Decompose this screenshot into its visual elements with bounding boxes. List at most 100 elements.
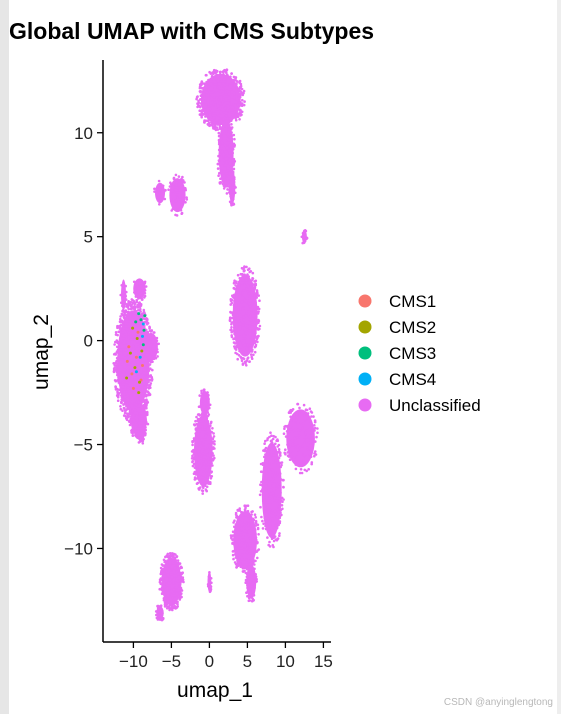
point-unclassified <box>221 92 225 96</box>
point-unclassified <box>243 343 247 347</box>
point-unclassified <box>148 351 151 354</box>
point-unclassified <box>174 564 177 568</box>
point-unclassified <box>174 581 178 584</box>
point-unclassified <box>207 103 210 106</box>
point-unclassified <box>203 462 206 466</box>
point-unclassified <box>177 577 181 580</box>
point-unclassified <box>266 501 269 504</box>
point-unclassified <box>168 552 172 555</box>
point-unclassified <box>167 600 171 604</box>
point-unclassified <box>192 448 195 452</box>
point-unclassified <box>242 523 246 526</box>
point-unclassified <box>199 430 202 433</box>
point-unclassified <box>249 562 253 566</box>
point-unclassified <box>286 424 289 428</box>
point-unclassified <box>172 592 176 595</box>
point-unclassified <box>195 448 198 452</box>
point-unclassified <box>116 357 119 360</box>
point-unclassified <box>129 300 133 304</box>
point-unclassified <box>176 188 179 192</box>
point-unclassified <box>255 322 258 326</box>
point-unclassified <box>230 80 234 83</box>
point-unclassified <box>164 559 167 563</box>
point-unclassified <box>206 405 210 408</box>
point-unclassified <box>114 331 118 334</box>
point-unclassified <box>174 553 177 556</box>
point-unclassified <box>132 299 135 303</box>
point-unclassified <box>243 100 246 103</box>
point-unclassified <box>248 326 251 330</box>
point-cms4 <box>141 322 145 326</box>
point-unclassified <box>167 582 170 585</box>
point-unclassified <box>230 169 234 172</box>
point-unclassified <box>158 193 161 197</box>
point-unclassified <box>253 550 257 554</box>
point-unclassified <box>214 72 217 75</box>
point-unclassified <box>255 577 258 581</box>
point-unclassified <box>277 510 281 514</box>
point-unclassified <box>292 416 296 420</box>
point-unclassified <box>208 468 211 472</box>
point-unclassified <box>194 444 198 448</box>
point-unclassified <box>142 390 146 393</box>
point-unclassified <box>213 127 217 131</box>
point-unclassified <box>136 324 140 327</box>
point-unclassified <box>163 605 167 608</box>
point-unclassified <box>204 488 208 491</box>
point-unclassified <box>229 126 233 130</box>
point-unclassified <box>279 508 283 512</box>
point-unclassified <box>197 439 200 443</box>
point-unclassified <box>272 536 276 539</box>
point-unclassified <box>185 198 189 201</box>
point-unclassified <box>226 179 229 182</box>
point-unclassified <box>201 402 204 405</box>
point-unclassified <box>297 434 301 437</box>
point-unclassified <box>271 514 275 518</box>
point-unclassified <box>302 232 306 236</box>
point-unclassified <box>244 331 247 335</box>
point-unclassified <box>253 325 257 329</box>
point-unclassified <box>131 399 135 403</box>
point-unclassified <box>238 517 242 521</box>
point-unclassified <box>220 141 224 144</box>
point-unclassified <box>223 86 227 89</box>
point-unclassified <box>212 72 215 75</box>
point-unclassified <box>229 88 233 91</box>
point-unclassified <box>201 427 204 431</box>
point-unclassified <box>246 518 249 522</box>
point-unclassified <box>209 442 213 446</box>
point-unclassified <box>163 574 167 578</box>
point-unclassified <box>239 277 243 281</box>
legend-key-unclassified <box>358 398 372 412</box>
point-unclassified <box>115 350 119 353</box>
point-unclassified <box>270 473 274 477</box>
point-unclassified <box>151 349 155 352</box>
point-unclassified <box>205 453 209 456</box>
point-unclassified <box>143 369 147 373</box>
point-unclassified <box>123 353 127 357</box>
point-unclassified <box>295 418 298 422</box>
point-unclassified <box>138 412 141 415</box>
point-unclassified <box>296 428 300 432</box>
point-unclassified <box>234 329 238 333</box>
point-unclassified <box>242 289 245 293</box>
point-unclassified <box>142 284 146 288</box>
point-unclassified <box>135 411 139 415</box>
point-unclassified <box>274 442 277 446</box>
point-unclassified <box>244 571 248 575</box>
point-unclassified <box>236 530 240 534</box>
point-unclassified <box>122 320 125 324</box>
point-unclassified <box>124 348 127 352</box>
point-unclassified <box>175 214 179 217</box>
point-cms1 <box>136 330 140 334</box>
point-unclassified <box>134 295 138 298</box>
point-unclassified <box>256 312 260 315</box>
point-unclassified <box>230 153 233 157</box>
point-unclassified <box>260 483 264 487</box>
point-unclassified <box>178 597 182 600</box>
point-unclassified <box>234 307 238 311</box>
point-unclassified <box>210 420 213 424</box>
point-unclassified <box>243 329 246 332</box>
point-unclassified <box>135 372 139 376</box>
point-unclassified <box>122 337 125 340</box>
